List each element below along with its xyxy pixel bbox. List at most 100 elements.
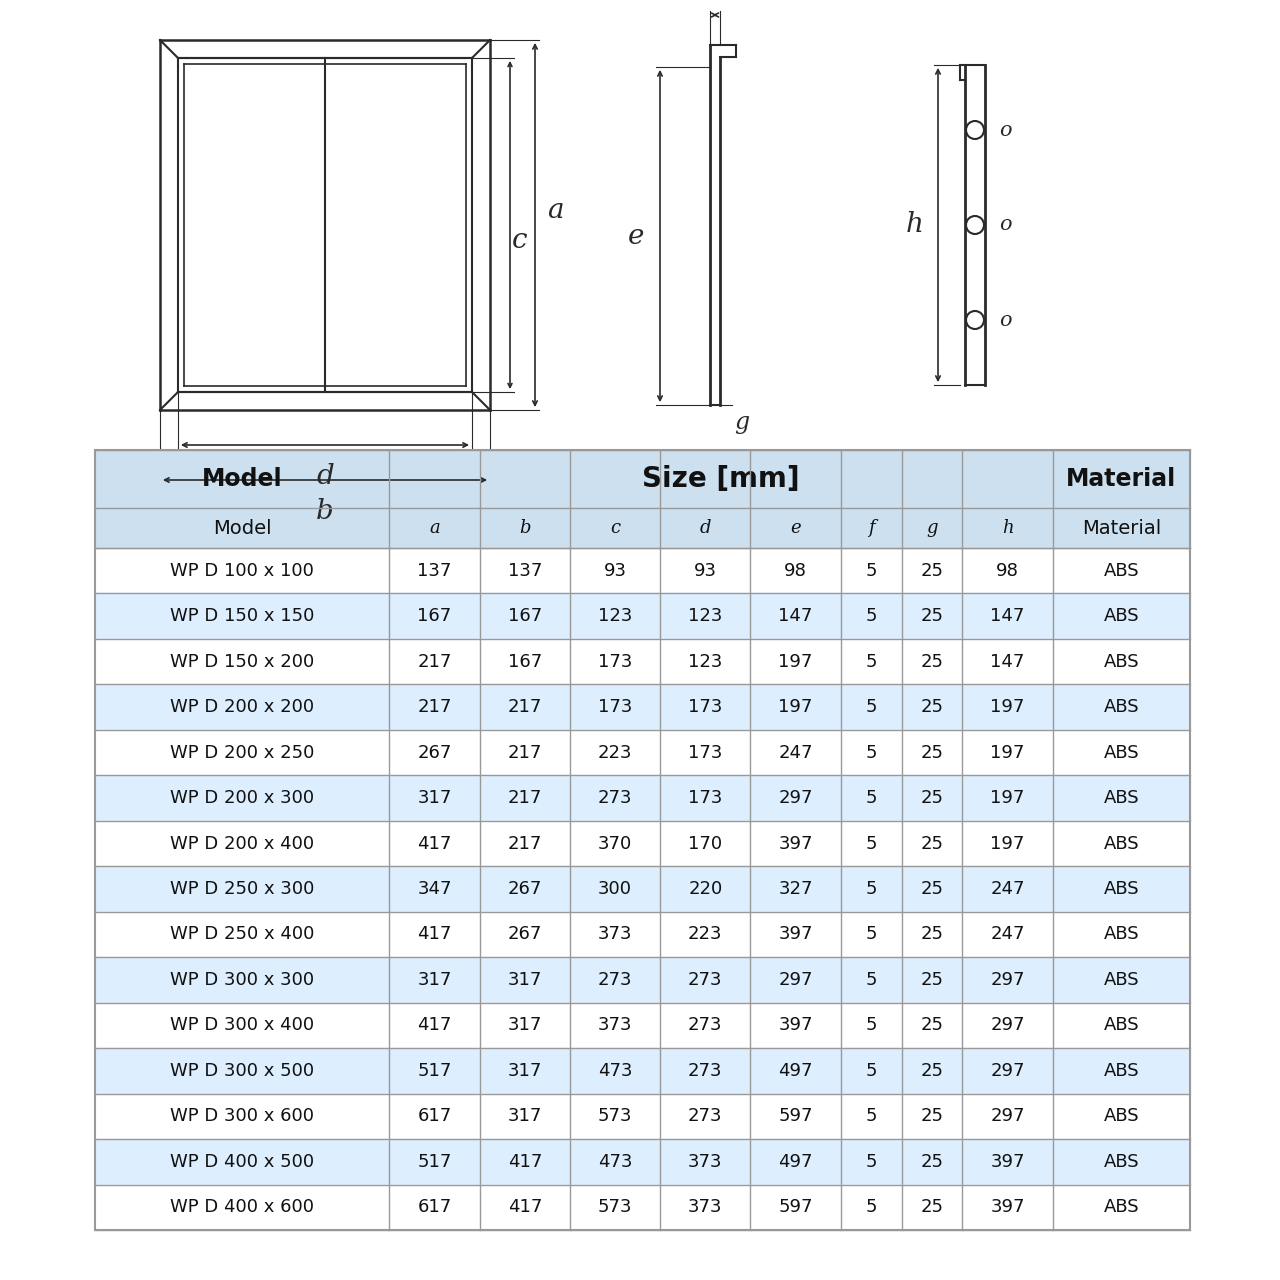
Text: 25: 25 [920, 1016, 943, 1034]
Text: WP D 150 x 200: WP D 150 x 200 [170, 653, 315, 671]
Text: Model: Model [202, 467, 283, 492]
Text: 173: 173 [598, 698, 632, 716]
Text: f: f [868, 518, 874, 538]
Text: 173: 173 [689, 698, 722, 716]
Bar [95, 776, 1190, 820]
Text: 147: 147 [991, 653, 1025, 671]
Text: 273: 273 [689, 1016, 722, 1034]
Text: 98: 98 [785, 562, 806, 580]
Text: 25: 25 [920, 698, 943, 716]
Text: d: d [700, 518, 712, 538]
Text: WP D 300 x 400: WP D 300 x 400 [170, 1016, 314, 1034]
Text: 273: 273 [689, 1062, 722, 1080]
Text: o: o [998, 311, 1011, 329]
Text: WP D 200 x 300: WP D 200 x 300 [170, 788, 314, 808]
Text: 373: 373 [598, 1016, 632, 1034]
Text: 370: 370 [598, 835, 632, 852]
Text: b: b [518, 518, 530, 538]
Text: 297: 297 [991, 1107, 1025, 1125]
Text: WP D 200 x 200: WP D 200 x 200 [170, 698, 314, 716]
Text: 273: 273 [689, 1107, 722, 1125]
Text: 267: 267 [417, 744, 452, 762]
Bar [95, 911, 1190, 957]
Text: ABS: ABS [1103, 1198, 1139, 1216]
Text: 397: 397 [778, 1016, 813, 1034]
Text: 617: 617 [417, 1198, 452, 1216]
Text: 5: 5 [865, 788, 877, 808]
Text: ABS: ABS [1103, 607, 1139, 625]
Bar [95, 594, 1190, 639]
Text: 5: 5 [865, 972, 877, 989]
Text: 397: 397 [991, 1198, 1025, 1216]
Text: 25: 25 [920, 881, 943, 899]
Text: 123: 123 [689, 653, 722, 671]
Text: 5: 5 [865, 1107, 877, 1125]
Text: 25: 25 [920, 1062, 943, 1080]
Text: 5: 5 [865, 744, 877, 762]
Text: b: b [316, 498, 334, 525]
Text: 137: 137 [417, 562, 452, 580]
Text: ABS: ABS [1103, 1107, 1139, 1125]
Text: 197: 197 [778, 698, 813, 716]
Text: 93: 93 [604, 562, 626, 580]
Bar [95, 1139, 1190, 1184]
Text: Material: Material [1066, 467, 1176, 492]
Text: ABS: ABS [1103, 744, 1139, 762]
Text: WP D 400 x 600: WP D 400 x 600 [170, 1198, 314, 1216]
Text: 517: 517 [417, 1153, 452, 1171]
Text: WP D 300 x 500: WP D 300 x 500 [170, 1062, 314, 1080]
Text: 220: 220 [689, 881, 722, 899]
Text: d: d [316, 463, 334, 490]
Bar [95, 867, 1190, 911]
Text: 25: 25 [920, 835, 943, 852]
Text: 25: 25 [920, 562, 943, 580]
Text: 297: 297 [991, 972, 1025, 989]
Text: WP D 300 x 600: WP D 300 x 600 [170, 1107, 314, 1125]
Text: 273: 273 [598, 972, 632, 989]
Text: 317: 317 [508, 1107, 541, 1125]
Text: ABS: ABS [1103, 972, 1139, 989]
Text: 5: 5 [865, 653, 877, 671]
Text: 347: 347 [417, 881, 452, 899]
Text: 597: 597 [778, 1198, 813, 1216]
Bar [95, 1184, 1190, 1230]
Bar [95, 685, 1190, 730]
Text: 173: 173 [598, 653, 632, 671]
Text: 197: 197 [991, 788, 1025, 808]
Text: 5: 5 [865, 562, 877, 580]
Bar [95, 508, 1190, 548]
Bar [95, 1002, 1190, 1048]
Text: 197: 197 [991, 698, 1025, 716]
Bar [95, 730, 1190, 776]
Text: 273: 273 [689, 972, 722, 989]
Text: 173: 173 [689, 744, 722, 762]
Text: Model: Model [212, 518, 271, 538]
Text: 25: 25 [920, 788, 943, 808]
Text: a: a [547, 197, 563, 224]
Text: 573: 573 [598, 1107, 632, 1125]
Text: 123: 123 [689, 607, 722, 625]
Text: 300: 300 [598, 881, 632, 899]
Text: 5: 5 [865, 1062, 877, 1080]
Text: WP D 200 x 400: WP D 200 x 400 [170, 835, 314, 852]
Text: 217: 217 [417, 698, 452, 716]
Text: 617: 617 [417, 1107, 452, 1125]
Text: 267: 267 [508, 881, 541, 899]
Text: 297: 297 [991, 1016, 1025, 1034]
Bar [95, 451, 1190, 508]
Text: 123: 123 [598, 607, 632, 625]
Text: 473: 473 [598, 1062, 632, 1080]
Text: ABS: ABS [1103, 1153, 1139, 1171]
Text: 147: 147 [991, 607, 1025, 625]
Text: 297: 297 [778, 972, 813, 989]
Text: 197: 197 [778, 653, 813, 671]
Text: ABS: ABS [1103, 788, 1139, 808]
Text: 373: 373 [598, 925, 632, 943]
Text: ABS: ABS [1103, 1016, 1139, 1034]
Text: 217: 217 [508, 744, 541, 762]
Bar [95, 548, 1190, 594]
Text: 197: 197 [991, 835, 1025, 852]
Text: Size [mm]: Size [mm] [643, 465, 800, 493]
Text: 297: 297 [991, 1062, 1025, 1080]
Text: 223: 223 [598, 744, 632, 762]
